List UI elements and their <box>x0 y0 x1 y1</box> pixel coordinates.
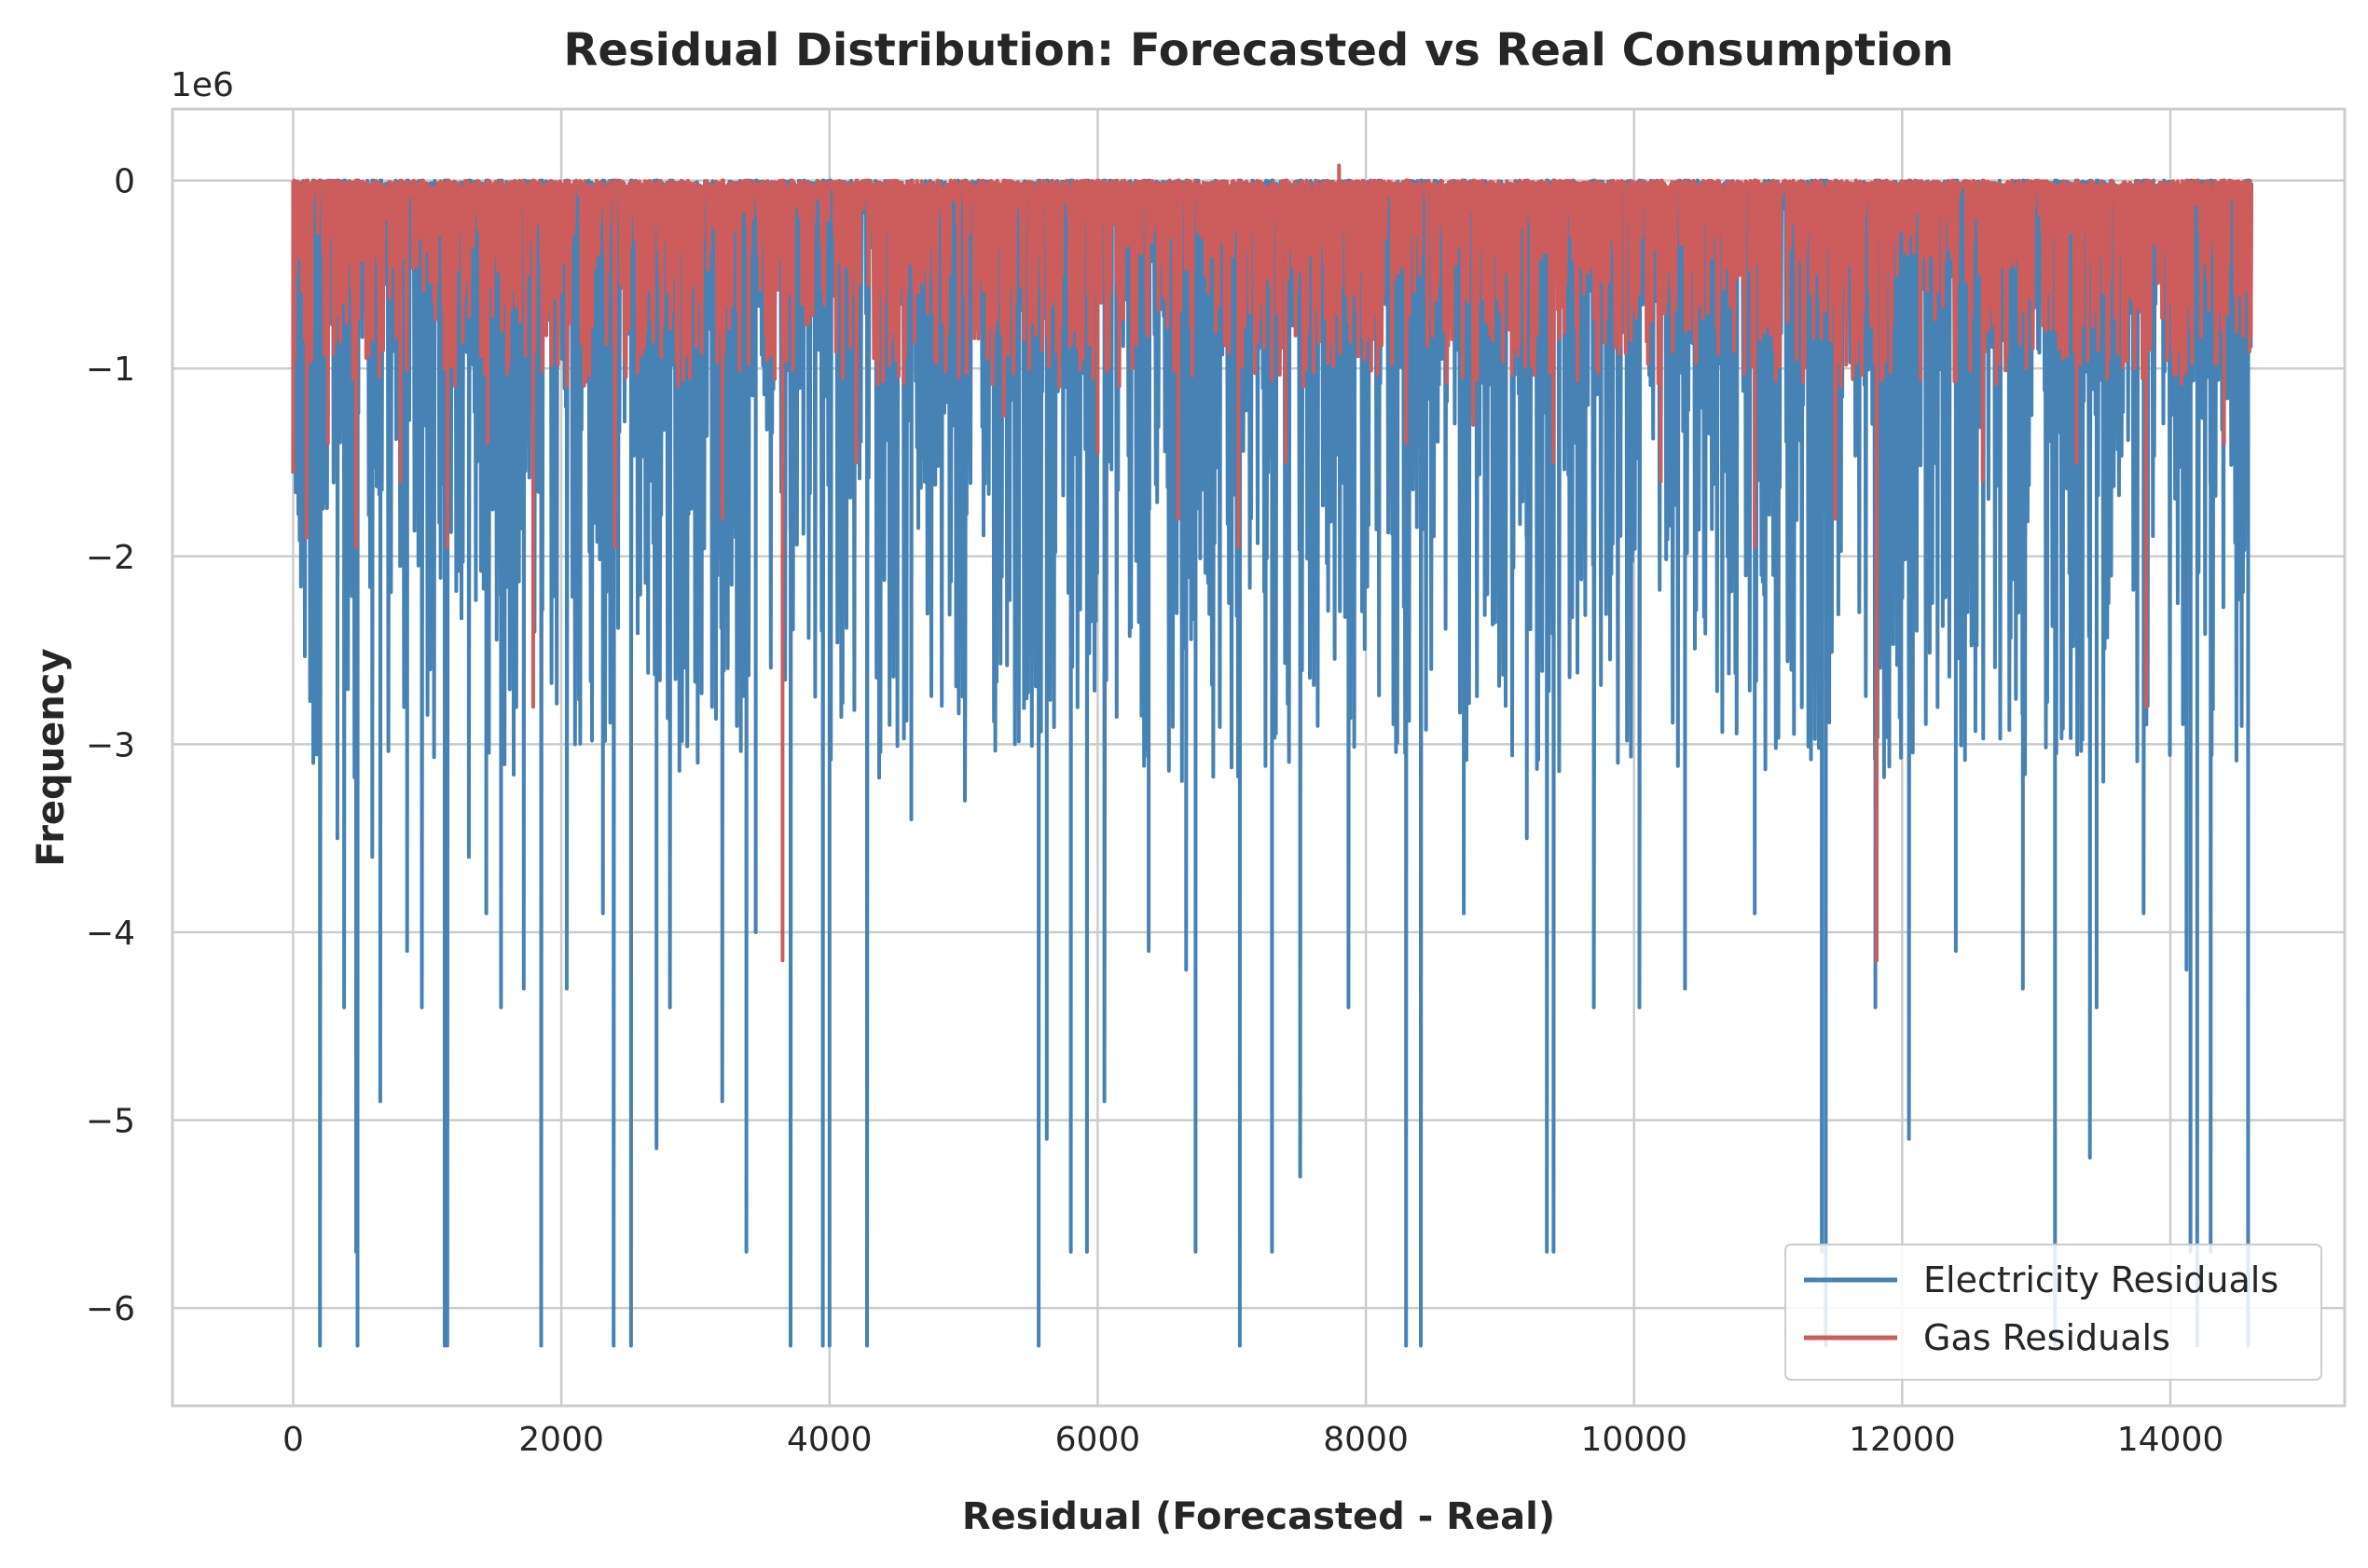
plot-frame <box>171 107 2347 1408</box>
y-tick-label: −6 <box>86 1290 135 1328</box>
data-layer <box>291 163 2253 1348</box>
legend-label-electricity: Electricity Residuals <box>1923 1259 2279 1300</box>
y-axis-title: Frequency <box>30 648 73 866</box>
x-tick-label: 8000 <box>1323 1421 1409 1459</box>
x-tick-label: 12000 <box>1849 1421 1956 1459</box>
x-axis-title: Residual (Forecasted - Real) <box>962 1495 1555 1538</box>
legend-box <box>1784 1244 2322 1381</box>
y-tick-label: −1 <box>86 351 135 389</box>
x-tick-label: 0 <box>282 1421 304 1459</box>
x-tick-label: 10000 <box>1580 1421 1687 1459</box>
x-tick-label: 4000 <box>787 1421 873 1459</box>
legend: Electricity Residuals Gas Residuals <box>1784 1244 2322 1381</box>
y-tick-label: −4 <box>86 915 135 953</box>
series-line-gas <box>291 163 2253 963</box>
tick-labels: 0 2000 4000 6000 8000 10000 12000 14000 0 −1 −2 −3 −… <box>86 163 2223 1459</box>
y-tick-label: −3 <box>86 726 135 764</box>
chart-title: Residual Distribution: Forecasted vs Rea… <box>563 24 1953 76</box>
y-tick-label: −5 <box>86 1103 135 1141</box>
y-axis-offset-label: 1e6 <box>171 66 234 104</box>
y-tick-label: −2 <box>86 539 135 577</box>
legend-label-gas: Gas Residuals <box>1923 1317 2170 1358</box>
y-tick-label: 0 <box>114 163 135 201</box>
x-tick-label: 6000 <box>1055 1421 1141 1459</box>
x-tick-label: 14000 <box>2117 1421 2224 1459</box>
x-tick-label: 2000 <box>518 1421 604 1459</box>
